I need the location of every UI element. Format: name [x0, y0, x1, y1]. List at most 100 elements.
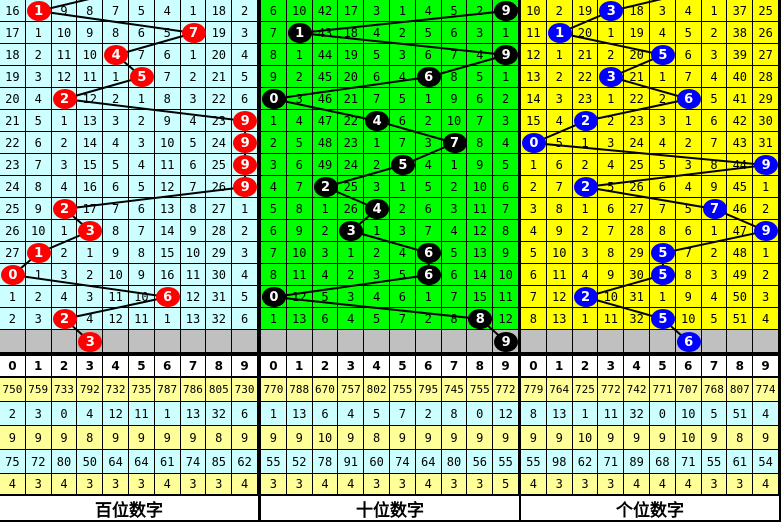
trend-cell: 28 — [206, 220, 233, 242]
panel-title: 个位数字 — [521, 496, 779, 521]
trend-cell: 9 — [598, 264, 625, 286]
trend-cell: 20 — [572, 22, 599, 44]
trend-cell: 10 — [25, 220, 52, 242]
hit-ball: 5 — [650, 265, 675, 285]
stat-cell: 4 — [753, 402, 779, 426]
digit-header: 8 — [467, 356, 494, 378]
trend-cell: 5 — [521, 242, 547, 264]
digit-header: 6 — [675, 356, 702, 378]
trend-cell: 12 — [286, 286, 313, 308]
trend-cell: 5 — [261, 198, 287, 220]
trend-cell: 19 — [572, 0, 599, 22]
trend-cell: 3 — [546, 88, 573, 110]
stat-cell: 805 — [206, 378, 233, 402]
trend-cell: 12 — [467, 220, 494, 242]
stat-cell: 9 — [546, 426, 573, 450]
trend-cell: 1 — [312, 198, 339, 220]
stat-cell: 11 — [598, 402, 625, 426]
trend-cell: 1 — [261, 308, 287, 330]
trend-cell: 13 — [154, 198, 181, 220]
stat-cell: 759 — [25, 378, 52, 402]
stat-cell: 72 — [25, 450, 52, 474]
hit-ball: 2 — [313, 177, 338, 197]
trend-cell: 11 — [103, 286, 129, 308]
hit-ball: 5 — [650, 45, 675, 65]
trend-cell: 8 — [675, 264, 702, 286]
stat-cell: 768 — [701, 378, 728, 402]
hit-ball: 7 — [702, 199, 727, 219]
trend-cell: 4 — [493, 132, 519, 154]
stat-cell: 3 — [77, 474, 104, 495]
trend-cell: 47 — [727, 220, 754, 242]
trend-cell: 1 — [441, 154, 468, 176]
trend-cell: 8 — [25, 176, 52, 198]
trend-cell: 15 — [467, 286, 494, 308]
trend-cell: 8 — [650, 220, 676, 242]
stat-cell: 9 — [338, 426, 365, 450]
trend-cell: 4 — [650, 22, 676, 44]
trend-cell: 6 — [521, 264, 547, 286]
trend-cell: 12 — [180, 286, 207, 308]
trend-cell: 31 — [753, 132, 779, 154]
trend-cell: 4 — [415, 154, 442, 176]
stat-cell: 2 — [415, 402, 442, 426]
stat-cell: 1 — [572, 402, 599, 426]
stat-cell: 8 — [77, 426, 104, 450]
trend-cell: 7 — [467, 110, 494, 132]
hit-ball: 1 — [547, 23, 572, 43]
stat-cell: 91 — [338, 450, 365, 474]
trend-cell: 11 — [77, 66, 104, 88]
trend-cell: 24 — [0, 176, 26, 198]
trend-cell: 19 — [338, 44, 365, 66]
trend-cell: 50 — [727, 286, 754, 308]
trend-cell: 5 — [180, 132, 207, 154]
trend-cell: 1 — [338, 242, 365, 264]
stat-cell: 9 — [650, 426, 676, 450]
stat-cell: 3 — [390, 474, 416, 495]
trend-cell: 8 — [467, 132, 494, 154]
stat-cell: 32 — [624, 402, 650, 426]
trend-cell: 9 — [546, 220, 573, 242]
stat-cell: 4 — [51, 474, 78, 495]
trend-cell: 1 — [598, 88, 625, 110]
trend-cell: 2 — [546, 0, 573, 22]
trend-cell: 46 — [312, 88, 339, 110]
hit-ball: 7 — [442, 133, 467, 153]
stat-cell: 4 — [77, 402, 104, 426]
trend-cell: 1 — [232, 198, 258, 220]
stat-cell: 9 — [624, 426, 650, 450]
pending-cell — [232, 330, 258, 353]
trend-cell: 19 — [624, 22, 650, 44]
trend-cell: 11 — [286, 264, 313, 286]
trend-cell: 8 — [441, 66, 468, 88]
trend-cell: 4 — [364, 22, 390, 44]
trend-cell: 18 — [338, 22, 365, 44]
trend-cell: 40 — [727, 66, 754, 88]
trend-cell: 18 — [0, 44, 26, 66]
stat-cell: 0 — [650, 402, 676, 426]
trend-cell: 2 — [364, 242, 390, 264]
trend-cell: 25 — [0, 198, 26, 220]
stat-cell: 9 — [154, 426, 181, 450]
digit-header: 0 — [261, 356, 287, 378]
trend-cell: 5 — [650, 154, 676, 176]
trend-cell: 5 — [493, 154, 519, 176]
trend-cell: 3 — [521, 198, 547, 220]
trend-cell: 1 — [364, 220, 390, 242]
hit-ball: 1 — [26, 243, 51, 263]
stat-cell: 774 — [753, 378, 779, 402]
trend-cell: 2 — [390, 22, 416, 44]
trend-cell: 7 — [546, 176, 573, 198]
trend-cell: 9 — [154, 110, 181, 132]
panel-tens: 6 10 42 17 3 1 4 5 2 9 7 1 43 18 4 2 5 6 3 1 8 1 44 19 5 3 6 7 4 9 9 2 4… — [261, 0, 521, 522]
trend-cell: 3 — [232, 22, 258, 44]
trend-cell: 6 — [261, 0, 287, 22]
trend-cell: 6 — [364, 66, 390, 88]
trend-cell: 25 — [753, 0, 779, 22]
stat-cell: 80 — [441, 450, 468, 474]
stat-cell: 32 — [206, 402, 233, 426]
trend-cell: 20 — [624, 44, 650, 66]
stat-cell: 9 — [390, 426, 416, 450]
trend-cell: 2 — [390, 198, 416, 220]
hit-ball: 0 — [521, 133, 546, 153]
